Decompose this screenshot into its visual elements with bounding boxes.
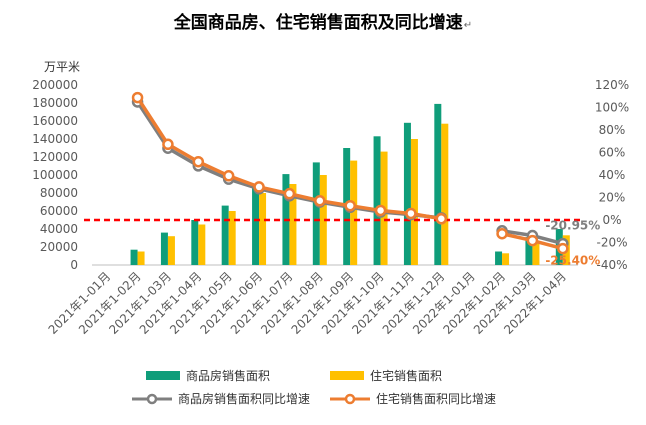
- residential-growth-point: [162, 138, 174, 151]
- right-tick-label: 80%: [599, 123, 626, 137]
- bar-commercial: [434, 103, 442, 266]
- legend-label: 住宅销售面积: [370, 368, 442, 383]
- left-tick-label: 40000: [40, 222, 78, 236]
- bar-commercial: [312, 162, 320, 265]
- right-tick-label: 120%: [595, 78, 629, 92]
- bar-commercial: [495, 251, 503, 265]
- bar-commercial: [130, 249, 138, 265]
- left-tick-label: 20000: [40, 240, 78, 254]
- legend-marker: [146, 393, 158, 405]
- residential-growth-point: [222, 170, 235, 182]
- legend-swatch: [330, 371, 364, 380]
- bar-residential: [289, 184, 297, 265]
- bar-residential: [441, 123, 449, 265]
- left-axis-unit: 万平米: [44, 60, 80, 74]
- return-mark: ↵: [463, 20, 473, 31]
- bar-residential: [167, 236, 175, 265]
- bar-residential: [350, 160, 358, 265]
- bar-residential: [228, 211, 236, 265]
- legend-marker: [344, 393, 356, 405]
- legend-swatch: [146, 371, 180, 380]
- residential-growth-point: [314, 195, 326, 207]
- residential-growth-point: [374, 204, 387, 217]
- bar-residential: [137, 251, 145, 265]
- bar-residential: [532, 241, 540, 265]
- bar-commercial: [525, 237, 533, 265]
- residential-growth-point: [526, 234, 539, 247]
- bar-residential: [502, 253, 510, 265]
- residential-growth-point: [283, 187, 296, 200]
- left-tick-label: 80000: [40, 186, 78, 200]
- bar-commercial: [373, 136, 381, 265]
- left-tick-label: 200000: [32, 78, 78, 92]
- right-tick-label: 20%: [599, 191, 626, 205]
- residential-growth-point: [344, 199, 356, 212]
- chart-title-text: 全国商品房、住宅销售面积及同比增速: [173, 13, 463, 33]
- residential-growth-point: [496, 227, 508, 240]
- left-tick-label: 120000: [32, 150, 78, 164]
- right-tick-label: 40%: [599, 168, 626, 182]
- bar-commercial: [191, 220, 199, 265]
- bar-residential: [198, 224, 206, 265]
- residential-growth-point: [253, 181, 265, 193]
- bar-commercial: [221, 205, 229, 265]
- legend-label: 商品房销售面积: [186, 368, 270, 383]
- bar-residential: [410, 139, 418, 265]
- left-tick-label: 180000: [32, 96, 78, 110]
- bar-commercial: [252, 185, 260, 265]
- legend-label: 住宅销售面积同比增速: [376, 391, 496, 406]
- bar-residential: [259, 193, 267, 265]
- residential-growth-point: [557, 242, 569, 255]
- residential-growth-point: [192, 155, 205, 168]
- right-tick-label: -40%: [596, 258, 627, 272]
- residential-growth-point: [405, 207, 417, 220]
- right-tick-label: 100%: [595, 101, 629, 115]
- annotation-label: -20.95%: [545, 219, 600, 233]
- left-tick-label: 60000: [40, 204, 78, 218]
- bar-commercial: [160, 232, 168, 265]
- chart-title: 全国商品房、住宅销售面积及同比增速↵: [0, 8, 646, 33]
- left-tick-label: 100000: [32, 168, 78, 182]
- right-tick-label: 60%: [599, 146, 626, 160]
- right-tick-label: 0%: [602, 213, 621, 227]
- left-tick-label: 140000: [32, 132, 78, 146]
- annotation-label: -25.40%: [545, 254, 600, 268]
- legend-label: 商品房销售面积同比增速: [178, 391, 310, 406]
- bar-commercial: [403, 122, 411, 265]
- left-tick-label: 160000: [32, 114, 78, 128]
- residential-growth-point: [435, 213, 448, 225]
- left-tick-label: 0: [70, 258, 78, 272]
- right-tick-label: -20%: [596, 236, 627, 250]
- residential-growth-point: [131, 91, 144, 104]
- bar-residential: [319, 175, 327, 265]
